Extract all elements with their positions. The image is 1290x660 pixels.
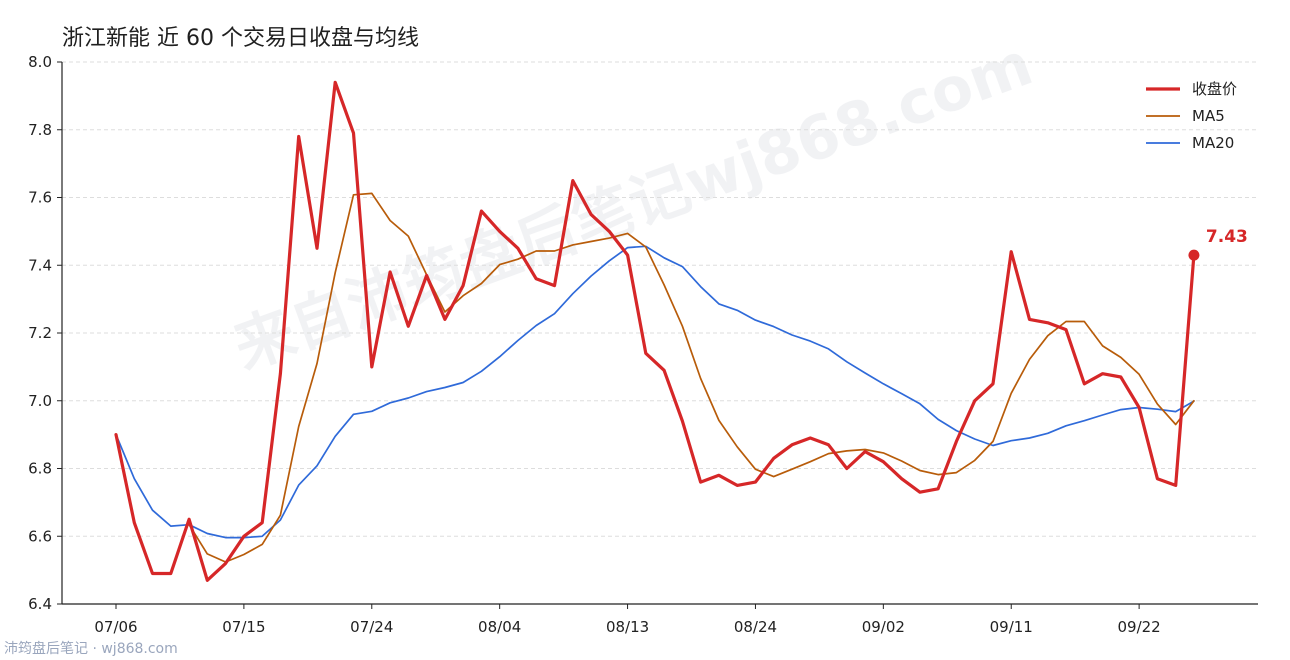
x-tick-label: 07/24: [350, 618, 393, 636]
y-axis-ticks: 6.4 6.6 6.8 7.0 7.2 7.4 7.6 7.8 8.0: [28, 53, 62, 613]
legend-label: MA20: [1192, 134, 1234, 152]
y-tick-label: 6.8: [28, 460, 52, 478]
legend-label: MA5: [1192, 107, 1225, 125]
y-tick-label: 7.6: [28, 189, 52, 207]
y-tick-label: 7.2: [28, 324, 52, 342]
x-tick-label: 09/02: [862, 618, 905, 636]
x-tick-label: 07/15: [222, 618, 265, 636]
series-lines: [114, 80, 1196, 582]
last-point-dot: [1188, 249, 1200, 261]
y-tick-label: 7.8: [28, 121, 52, 139]
y-tick-label: 6.4: [28, 595, 52, 613]
last-point-label: 7.43: [1206, 227, 1248, 247]
x-tick-label: 08/24: [734, 618, 777, 636]
chart-title: 浙江新能 近 60 个交易日收盘与均线: [62, 26, 419, 51]
legend-item-ma20: MA20: [1146, 134, 1234, 152]
last-point-marker: 7.43: [1188, 227, 1248, 261]
y-tick-label: 7.4: [28, 256, 52, 274]
legend: 收盘价 MA5 MA20: [1146, 80, 1237, 152]
series-line-ma5: [188, 192, 1195, 563]
watermark: 来自沛筠盘后笔记wj868.com: [225, 29, 1041, 383]
y-tick-label: 6.6: [28, 527, 52, 545]
x-tick-label: 08/13: [606, 618, 649, 636]
legend-label: 收盘价: [1192, 80, 1237, 98]
series-line-ma20: [115, 245, 1195, 539]
x-tick-label: 09/11: [990, 618, 1033, 636]
legend-item-ma5: MA5: [1146, 107, 1225, 125]
x-tick-label: 08/04: [478, 618, 521, 636]
x-tick-label: 07/06: [94, 618, 137, 636]
y-tick-label: 8.0: [28, 53, 52, 71]
x-axis-ticks: 07/06 07/15 07/24 08/04 08/13 08/24 09/02 09/11…: [94, 604, 1161, 636]
legend-item-close: 收盘价: [1146, 80, 1237, 98]
x-tick-label: 09/22: [1118, 618, 1161, 636]
footer-credit: 沛筠盘后笔记 · wj868.com: [4, 640, 178, 657]
y-tick-label: 7.0: [28, 392, 52, 410]
series-line-close: [114, 80, 1196, 582]
